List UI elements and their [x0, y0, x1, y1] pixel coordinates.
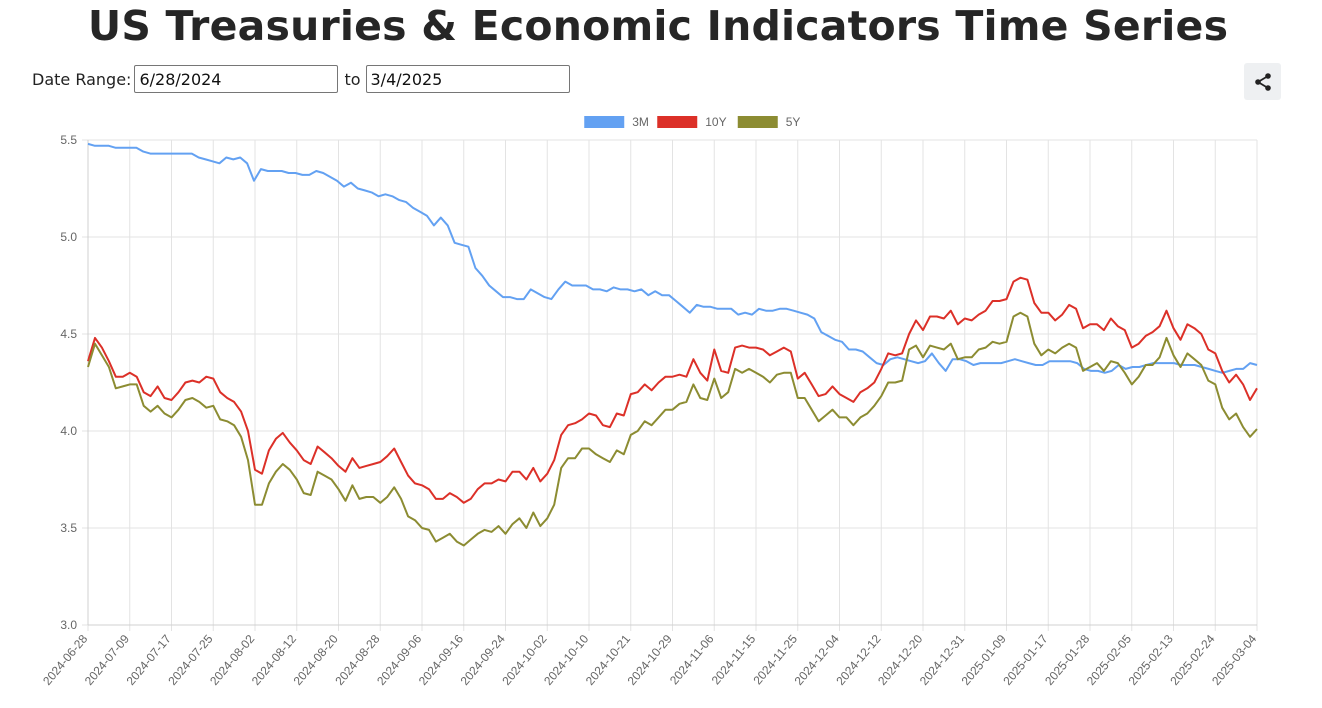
legend-label: 5Y [786, 115, 801, 129]
treasury-line-chart: 5.55.04.54.03.53.02024-06-282024-07-0920… [40, 115, 1259, 688]
legend-item-3m[interactable]: 3M [584, 115, 649, 129]
series-line-3m [87, 142, 1258, 374]
legend[interactable]: 3M 10Y 5Y [584, 115, 800, 129]
end-date-input[interactable] [365, 65, 570, 93]
y-tick-label: 4.0 [60, 424, 77, 438]
legend-swatch [657, 116, 698, 128]
y-tick-label: 5.5 [60, 133, 77, 147]
x-tick-label: 2025-03-04 [1209, 632, 1259, 688]
series-line-5y [87, 311, 1258, 547]
legend-item-5y[interactable]: 5Y [737, 115, 801, 129]
y-tick-label: 5.0 [60, 230, 77, 244]
y-tick-label: 3.5 [60, 521, 77, 535]
grid-layer [82, 139, 1258, 631]
date-range-controls: Date Range: to [32, 63, 574, 95]
legend-swatch [584, 116, 625, 128]
series-layer [87, 142, 1258, 547]
legend-item-10y[interactable]: 10Y [657, 115, 727, 129]
share-icon [1254, 72, 1271, 91]
legend-label: 10Y [705, 115, 726, 129]
legend-swatch [737, 116, 778, 128]
y-tick-label: 3.0 [60, 618, 77, 632]
page-title: US Treasuries & Economic Indicators Time… [87, 2, 1229, 50]
series-line-10y [87, 276, 1258, 504]
share-button[interactable] [1244, 63, 1281, 100]
y-tick-label: 4.5 [60, 327, 77, 341]
start-date-input[interactable] [134, 65, 339, 93]
to-label: to [344, 69, 361, 89]
date-range-label: Date Range: [32, 69, 132, 89]
axis-layer: 5.55.04.54.03.53.02024-06-282024-07-0920… [40, 133, 1259, 688]
legend-label: 3M [632, 115, 649, 129]
